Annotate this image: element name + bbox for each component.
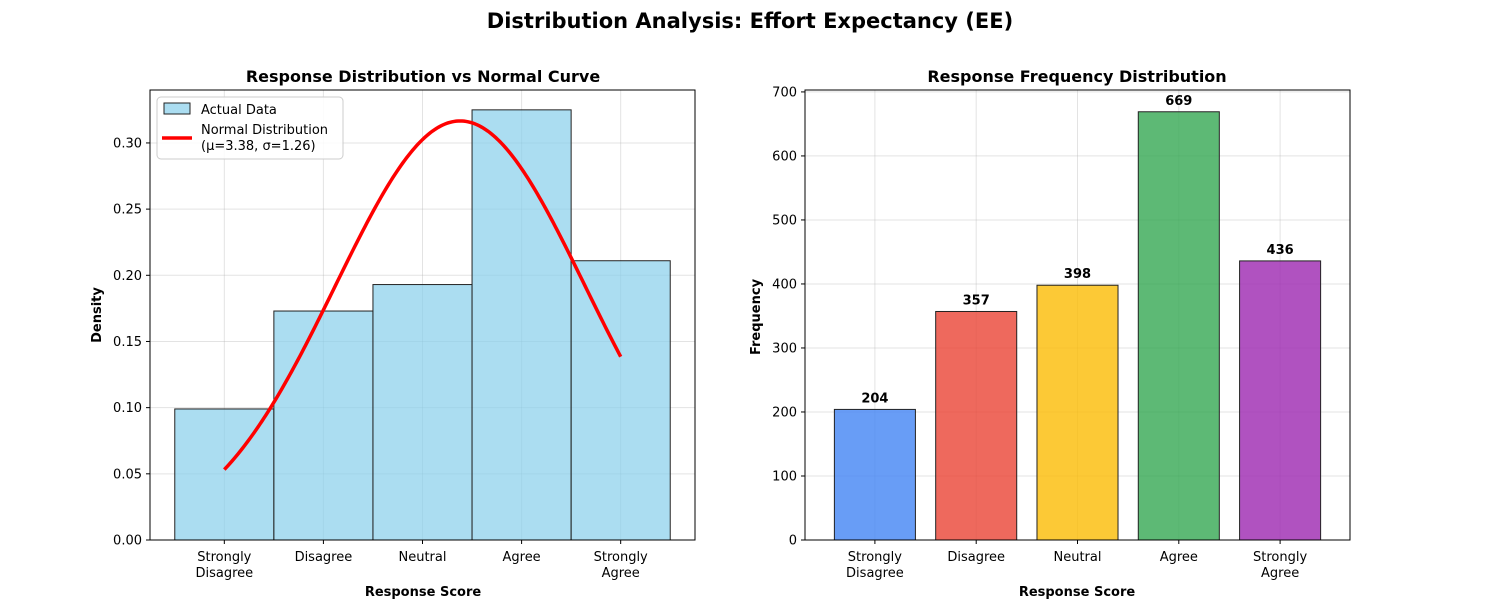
frequency-data-label-strongly-disagree: 204 [861, 391, 888, 406]
legend-bar-swatch [163, 102, 191, 115]
left-y-tick-label: 0.10 [113, 401, 142, 416]
normal-distribution-curve [223, 119, 623, 471]
frequency-data-label-strongly-agree: 436 [1267, 243, 1294, 258]
frequency-bar-neutral [1036, 284, 1119, 541]
right-y-tick-label: 700 [772, 85, 797, 100]
frequency-data-label-neutral: 398 [1064, 267, 1091, 282]
left-x-tick-label-agree: Agree [502, 550, 540, 565]
legend-box [156, 96, 344, 160]
right-chart-title: Response Frequency Distribution [927, 67, 1226, 86]
right-y-tick-label: 200 [772, 405, 797, 420]
left-y-tick-label: 0.25 [113, 203, 142, 218]
left-y-tick-label: 0.00 [113, 534, 142, 549]
left-chart-title: Response Distribution vs Normal Curve [246, 67, 600, 86]
left-y-axis-label: Density [90, 287, 105, 343]
left-x-tick-label-neutral: Neutral [399, 550, 447, 565]
right-x-axis-label: Response Score [1019, 585, 1136, 600]
left-y-tick-label: 0.15 [113, 335, 142, 350]
right-x-tick-label-agree: Agree [1160, 550, 1198, 565]
left-x-tick-label-disagree: Disagree [295, 550, 353, 565]
right-x-tick-label-disagree: Disagree [947, 550, 1005, 565]
frequency-data-label-agree: 669 [1165, 94, 1192, 109]
density-bar-strongly-agree [570, 260, 671, 541]
right-y-tick-label: 100 [772, 469, 797, 484]
frequency-bar-disagree [935, 310, 1018, 541]
right-y-tick-label: 300 [772, 341, 797, 356]
frequency-bar-strongly-disagree [833, 408, 916, 541]
density-bar-disagree [273, 310, 374, 541]
figure-title: Distribution Analysis: Effort Expectancy… [487, 9, 1013, 33]
density-bar-agree [471, 109, 572, 541]
left-x-tick-label-strongly-agree: Strongly Agree [594, 550, 648, 581]
left-x-axis-label: Response Score [365, 585, 482, 600]
right-y-tick-label: 500 [772, 213, 797, 228]
density-bar-neutral [372, 284, 473, 541]
left-y-tick-label: 0.20 [113, 269, 142, 284]
right-y-tick-label: 400 [772, 277, 797, 292]
frequency-bar-agree [1137, 111, 1220, 541]
left-legend: Actual Data Normal Distribution (μ=3.38, … [156, 96, 344, 160]
left-y-tick-label: 0.30 [113, 136, 142, 151]
left-y-tick-label: 0.05 [113, 467, 142, 482]
right-x-tick-label-strongly-disagree: Strongly Disagree [846, 550, 904, 581]
frequency-data-label-disagree: 357 [963, 293, 990, 308]
right-y-tick-label: 600 [772, 149, 797, 164]
right-x-tick-label-strongly-agree: Strongly Agree [1253, 550, 1307, 581]
legend-entry-actual-data: Actual Data [201, 103, 277, 118]
legend-entry-normal-distribution: Normal Distribution (μ=3.38, σ=1.26) [201, 123, 328, 154]
right-y-tick-label: 0 [789, 534, 797, 549]
left-x-tick-label-strongly-disagree: Strongly Disagree [195, 550, 253, 581]
density-histogram-panel: Response Distribution vs Normal Curve 0.… [90, 67, 696, 600]
frequency-bar-strongly-agree [1239, 260, 1322, 541]
right-x-tick-label-neutral: Neutral [1054, 550, 1102, 565]
frequency-bar-panel: Response Frequency Distribution 0 100 200 3… [749, 67, 1351, 600]
right-y-axis-label: Frequency [749, 278, 764, 355]
